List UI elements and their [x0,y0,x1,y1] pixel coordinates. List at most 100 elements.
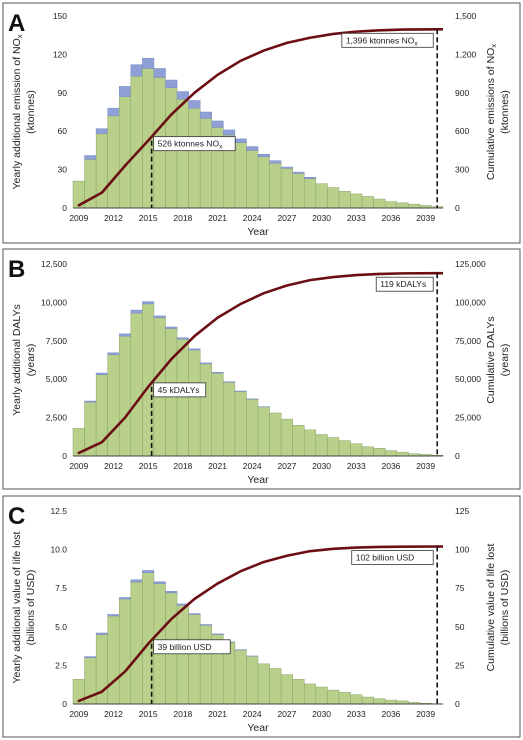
y-tick-label-left: 5.0 [55,622,67,632]
bar [119,335,132,457]
bar [119,598,132,705]
bar [246,398,259,457]
y-tick-label-right: 25,000 [455,413,481,423]
bar [176,339,189,457]
annotation-label: 119 kDALYs [380,279,426,289]
x-tick-label: 2039 [416,709,435,719]
bar-segment [165,591,178,594]
bar-segment [211,120,224,128]
bar [292,679,305,705]
x-tick-label: 2039 [416,213,435,223]
label-text: Yearly additional emission of NO [11,38,23,189]
bar [373,448,386,457]
bar [223,382,236,457]
annotation-subscript: x [219,144,223,151]
bar-segment [130,309,143,314]
annotation-text: 39 billion USD [158,642,212,652]
bar-segment [142,57,155,69]
bar [188,349,201,457]
bar [188,614,201,705]
bar [119,96,132,209]
y-tick-label-right: 50,000 [455,374,481,384]
bar-series [72,301,444,457]
bar-segment [153,68,166,78]
x-axis-label: Year [247,722,269,734]
y-axis-label-right: Cumulative emissions of NOx [485,44,498,180]
bar [408,203,421,209]
x-tick-label: 2039 [416,461,435,471]
bar [142,68,155,209]
bar [280,168,293,209]
x-tick-label: 2024 [243,213,262,223]
bar-segment [223,129,236,136]
bar [338,191,351,209]
bar [107,615,120,705]
bar-segment [95,632,108,635]
bar [234,391,247,457]
bar [315,183,328,209]
y-tick-label-right: 0 [455,203,460,213]
y-tick-label-right: 0 [455,699,460,709]
x-tick-label: 2009 [69,461,88,471]
bar [396,451,409,457]
label-subscript: x [489,44,498,48]
annotation-text: 45 kDALYs [158,385,200,395]
x-axis-label: Year [247,226,269,238]
bar [292,425,305,457]
x-tick-label: 2027 [277,213,296,223]
bar-segment [199,362,212,365]
cumulative-line [77,271,439,455]
panel-label: C [8,503,25,530]
bar-segment [234,138,247,143]
bar [361,446,374,457]
x-tick-label: 2009 [69,213,88,223]
bar-segment [107,107,120,117]
y-tick-label-right: 600 [455,126,469,136]
bar [350,193,363,209]
bar-segment [269,160,282,164]
y-axis-label-left: Yearly additional DALYs [11,304,23,416]
bar [269,162,282,209]
y-tick-label-left: 10.0 [50,545,67,555]
y-axis-label-left: Yearly additional value of life lost [11,531,23,683]
bar [327,437,340,457]
bar-segment [188,348,201,351]
x-tick-label: 2015 [139,709,158,719]
y-tick-label-left: 60 [58,126,68,136]
bar-segment [188,613,201,615]
bar-segment [119,86,132,97]
y-tick-label-left: 0 [62,699,67,709]
bar-segment [246,146,259,151]
x-tick-label: 2021 [208,709,227,719]
y-axis-label-right: Cumulative DALYs [485,316,497,403]
bar-segment [153,581,166,584]
annotation-label: 45 kDALYs [158,385,200,395]
annotation-text: 102 billion USD [356,553,415,563]
bar [269,412,282,457]
bar [199,363,212,457]
y-axis-label-right: (years) [499,344,511,377]
y-tick-label-right: 125 [455,506,469,516]
cumulative-line [77,545,439,703]
bar [246,150,259,209]
bar [234,142,247,209]
bar-segment [211,633,224,635]
bar-segment [95,372,108,375]
y-axis-label-left: Yearly additional emission of NOx [11,34,24,189]
bar-series [72,570,444,705]
y-tick-label-right: 100 [455,545,469,555]
y-tick-label-left: 150 [53,11,67,21]
bar [130,581,143,705]
y-tick-label-right: 75 [455,583,465,593]
x-axis-label: Year [247,474,269,486]
bar-segment [84,656,97,658]
bar [211,372,224,457]
bar-segment [119,597,132,600]
bar [142,303,155,457]
bar [280,418,293,457]
bar [315,686,328,705]
bar-segment [153,315,166,319]
bar [327,187,340,209]
panel-frame [2,495,521,738]
